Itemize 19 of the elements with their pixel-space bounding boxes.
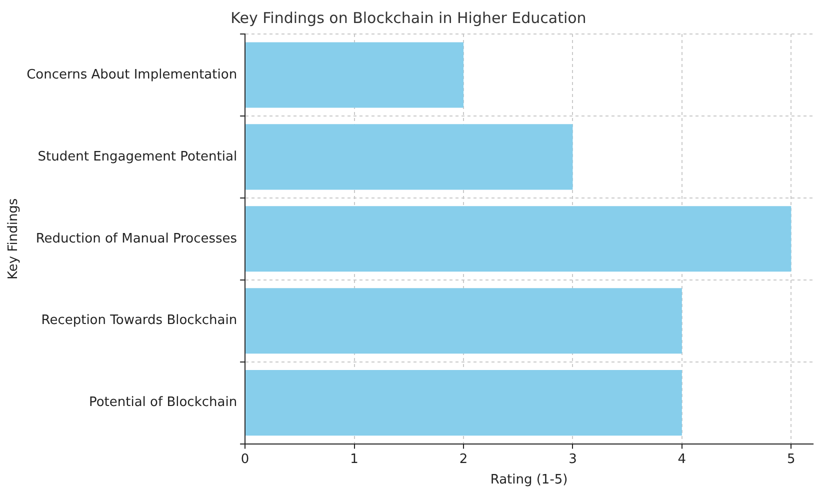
bar xyxy=(246,42,464,108)
y-tick-label: Potential of Blockchain xyxy=(88,395,238,410)
bar xyxy=(246,288,682,354)
y-tick-label: Concerns About Implementation xyxy=(26,67,238,82)
x-tick-label: 4 xyxy=(678,452,686,467)
x-axis-title: Rating (1-5) xyxy=(490,472,568,488)
chart-title: Key Findings on Blockchain in Higher Education xyxy=(230,8,586,27)
bar xyxy=(246,370,682,436)
x-tick-label: 5 xyxy=(787,452,796,467)
x-tick-label: 3 xyxy=(568,452,577,467)
x-tick-label: 2 xyxy=(459,452,468,467)
bar xyxy=(246,124,573,190)
x-tick-label: 0 xyxy=(240,452,250,467)
y-tick-label: Reduction of Manual Processes xyxy=(36,231,238,246)
bar xyxy=(246,206,792,272)
y-tick-label: Student Engagement Potential xyxy=(38,149,238,164)
y-axis-title: Key Findings xyxy=(6,198,22,280)
x-tick-label: 1 xyxy=(350,452,358,467)
y-tick-label: Reception Towards Blockchain xyxy=(41,313,238,328)
